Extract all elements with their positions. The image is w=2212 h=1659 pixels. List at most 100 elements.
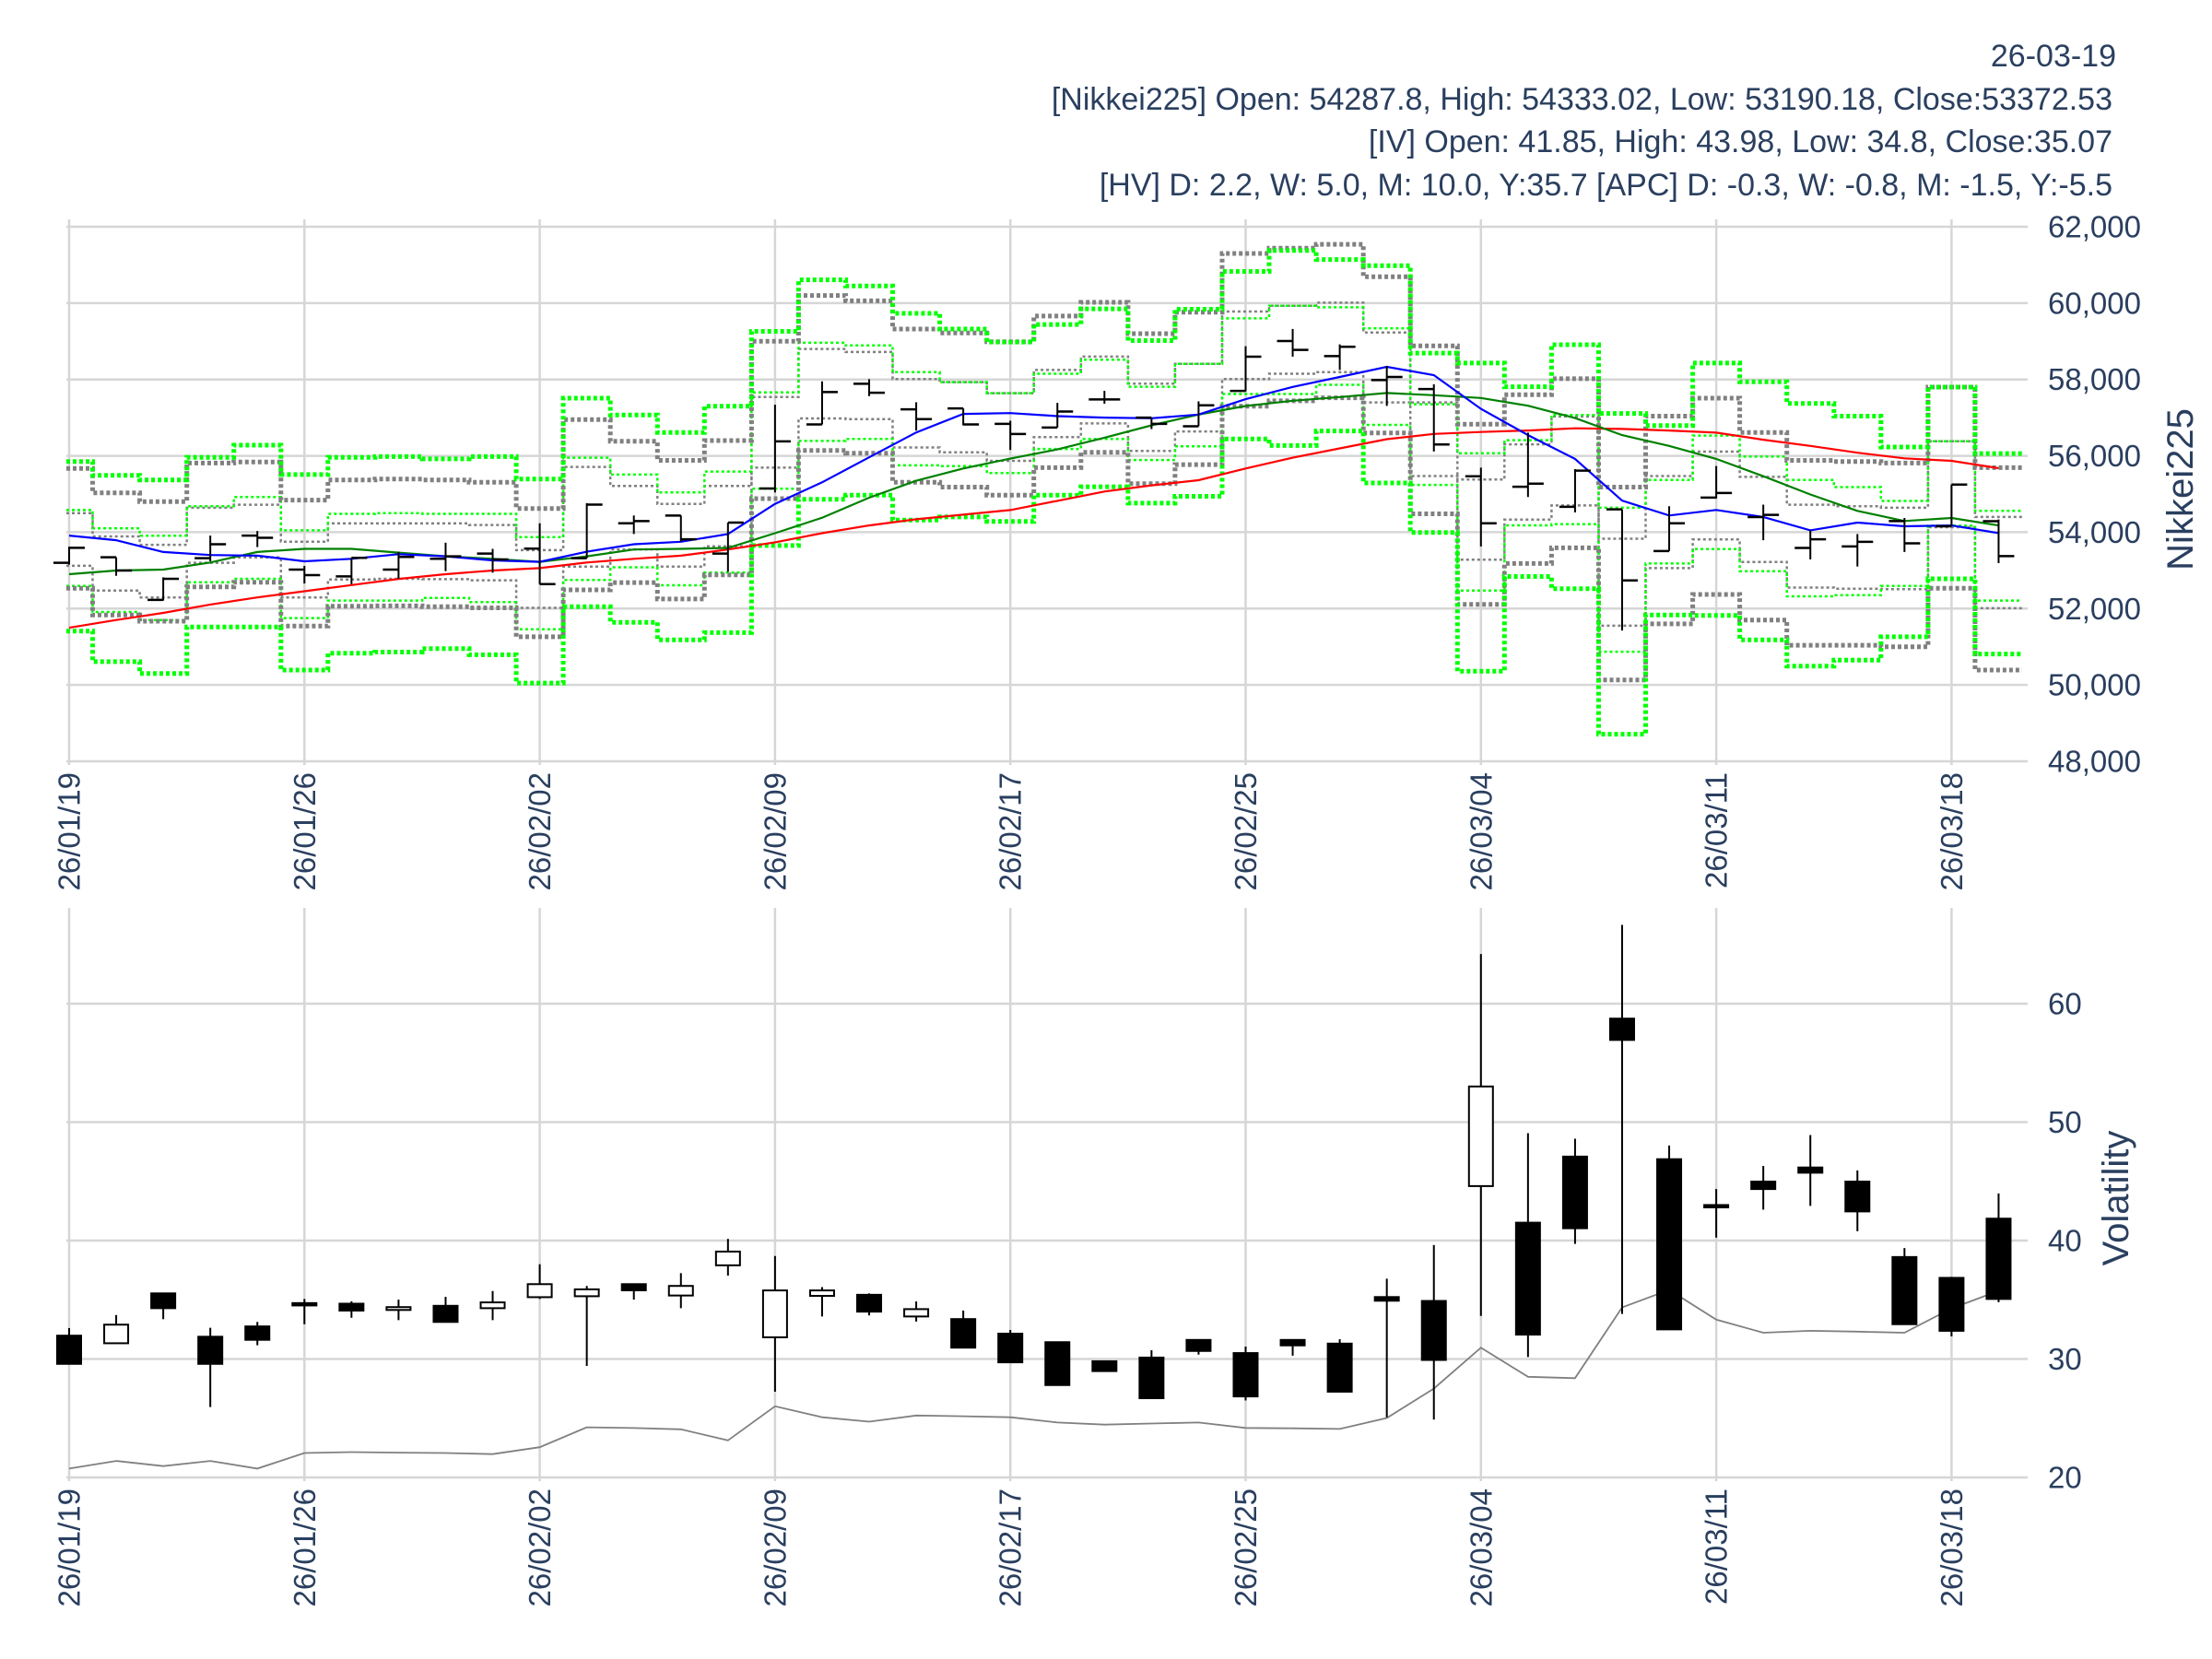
volatility-panel: 20 30 40 50 60 26/01/19 26/01/26 26/02/02 26/02/… <box>53 908 2136 1606</box>
nikkei-x-tick-label: 26/02/25 <box>1229 772 1263 890</box>
iv-candle <box>1232 1347 1259 1401</box>
iv-candle-body-up <box>714 1250 741 1266</box>
iv-candle-body-up <box>479 1301 506 1310</box>
ohlc-bar <box>1559 468 1591 512</box>
iv-candle <box>1985 1193 2012 1302</box>
ohlc-bar <box>1888 517 1921 552</box>
moving-average-long-line <box>68 427 1999 629</box>
ohlc-bar <box>288 566 321 584</box>
historical-volatility-line <box>68 1288 1999 1470</box>
iv-candle-body-down <box>1938 1277 1965 1332</box>
band-iv-inner-lower <box>66 383 2022 653</box>
nikkei-axis-title: Nikkei225 <box>2160 408 2201 571</box>
iv-candle <box>526 1264 553 1300</box>
iv-candle-body-down <box>1185 1338 1212 1352</box>
nikkei-x-tick-label: 26/03/04 <box>1464 772 1498 890</box>
iv-candle-body-down <box>291 1301 318 1307</box>
nikkei-x-tick-label: 26/02/17 <box>994 772 1028 890</box>
band-hv-outer-lower <box>66 395 2022 683</box>
iv-candle <box>56 1327 82 1365</box>
iv-candle-body-down <box>1420 1300 1447 1361</box>
ohlc-bar <box>1371 366 1403 406</box>
iv-candle <box>1656 1145 1683 1331</box>
iv-candle <box>1797 1135 1824 1206</box>
moving-average-short-line <box>68 365 1999 563</box>
ohlc-bar <box>853 379 886 396</box>
band-iv-inner-upper <box>66 304 2022 539</box>
iv-candle-body-down <box>338 1302 365 1312</box>
iv-candle-body-down <box>1138 1356 1165 1400</box>
moving-average-mid-line <box>68 392 1999 576</box>
band-hv-inner-lower <box>66 371 2022 628</box>
iv-candle-body-down <box>1797 1166 1824 1174</box>
ohlc-bar <box>100 556 133 576</box>
nikkei-y-tick-label: 48,000 <box>2048 745 2141 779</box>
iv-candle-body-down <box>56 1335 82 1365</box>
iv-candle-body-down <box>1326 1342 1353 1393</box>
iv-candle-body-down <box>1044 1341 1071 1386</box>
ohlc-bar <box>947 406 980 426</box>
iv-candle-body-down <box>997 1333 1024 1364</box>
ohlc-bar <box>900 402 933 431</box>
chart-header: 26-03-19 [Nikkei225] Open: 54287.8, High… <box>1052 35 2116 206</box>
ohlc-bar <box>1841 534 1874 567</box>
iv-candle <box>103 1314 130 1345</box>
iv-candle <box>667 1273 694 1309</box>
iv-candle <box>761 1255 788 1392</box>
iv-candle-body-down <box>1561 1155 1588 1230</box>
volatility-x-tick-label: 26/03/18 <box>1935 1488 1969 1606</box>
ohlc-bar <box>1747 504 1780 541</box>
ohlc-bar <box>53 547 85 565</box>
band-hv-inner-upper <box>66 301 2022 552</box>
ohlc-bar <box>194 535 227 561</box>
iv-candle-body-down <box>1703 1204 1730 1209</box>
ohlc-bar <box>1088 391 1121 405</box>
iv-candle <box>856 1293 883 1316</box>
iv-candle <box>1044 1341 1071 1386</box>
ohlc-bar <box>1936 483 1968 528</box>
iv-candle-body-down <box>244 1325 271 1341</box>
nikkei-price-panel: 48,000 50,000 52,000 54,000 56,000 58,000 60,0… <box>53 210 2202 891</box>
iv-candle-body-down <box>1232 1352 1259 1398</box>
iv-candle <box>1938 1277 1965 1336</box>
iv-candle-body-up <box>385 1306 412 1312</box>
iv-candle-body-down <box>950 1318 977 1349</box>
iv-candle-body-down <box>1656 1158 1683 1331</box>
iv-candle <box>1138 1349 1165 1400</box>
iv-candle-body-down <box>1608 1018 1635 1041</box>
nikkei-y-tick-label: 52,000 <box>2048 592 2141 626</box>
ohlc-bar <box>1324 344 1356 371</box>
ohlc-bar <box>1700 465 1733 500</box>
iv-candle <box>1844 1170 1871 1231</box>
iv-candle <box>1891 1248 1918 1325</box>
iv-candle <box>1091 1359 1118 1372</box>
ohlc-bar <box>806 381 838 426</box>
iv-candle-body-down <box>1891 1255 1918 1325</box>
iv-candle <box>1608 924 1635 1314</box>
iv-candle-body-down <box>1373 1296 1400 1302</box>
ohlc-bar <box>1041 403 1074 429</box>
volatility-x-tick-label: 26/02/25 <box>1229 1488 1263 1606</box>
iv-candle-body-up <box>808 1289 835 1298</box>
ohlc-bar <box>759 405 791 493</box>
nikkei-x-tick-label: 26/01/19 <box>53 772 87 890</box>
iv-candle <box>997 1330 1024 1364</box>
iv-candle-body-up <box>573 1288 600 1298</box>
ohlc-bar <box>665 514 697 542</box>
iv-candle-body-up <box>761 1289 788 1338</box>
iv-candle <box>1703 1189 1730 1238</box>
ohlc-bar <box>618 515 650 535</box>
volatility-y-tick-label: 20 <box>2048 1461 2082 1495</box>
iv-candle-body-down <box>856 1293 883 1313</box>
nikkei-y-tick-label: 62,000 <box>2048 210 2141 244</box>
ohlc-bar <box>1653 506 1686 553</box>
nikkei-y-tick-label: 54,000 <box>2048 515 2141 549</box>
ohlc-bar <box>335 557 368 584</box>
ohlc-bar <box>524 523 556 586</box>
ohlc-bar <box>477 548 509 573</box>
iv-candle <box>1420 1244 1447 1420</box>
iv-candle-body-down <box>1844 1181 1871 1213</box>
header-hv-apc: [HV] D: 2.2, W: 5.0, M: 10.0, Y:35.7 [AP… <box>1099 167 2112 203</box>
iv-candle-body-down <box>432 1304 459 1324</box>
